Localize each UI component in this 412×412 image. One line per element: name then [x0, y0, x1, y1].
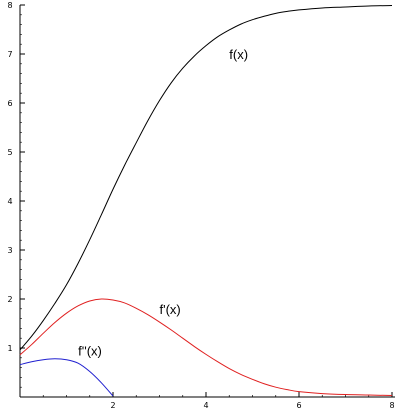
y-tick-label: 8	[7, 1, 12, 10]
f-double-prime-curve	[19, 358, 114, 397]
x-tick-label: 2	[110, 401, 115, 410]
curves	[19, 4, 393, 397]
f-label: f(x)	[229, 47, 248, 62]
x-tick-label: 4	[203, 401, 208, 410]
y-tick-label: 2	[7, 295, 12, 304]
axis-ticks: 2 4 6 8 1 2 3 4 5 6 7 8	[7, 1, 394, 410]
f-double-prime-label: f''(x)	[78, 343, 102, 358]
f-prime-curve	[19, 298, 393, 397]
y-tick-label: 7	[7, 50, 12, 59]
y-tick-label: 6	[7, 99, 12, 108]
f-curve	[19, 4, 393, 351]
y-tick-label: 3	[7, 246, 12, 255]
f-prime-label: f'(x)	[160, 302, 181, 317]
curve-labels: f(x) f'(x) f''(x)	[78, 47, 248, 358]
y-tick-label: 4	[7, 197, 12, 206]
y-tick-label: 1	[7, 344, 12, 353]
x-tick-label: 6	[296, 401, 301, 410]
x-tick-label: 8	[389, 401, 394, 410]
y-tick-label: 5	[7, 148, 12, 157]
